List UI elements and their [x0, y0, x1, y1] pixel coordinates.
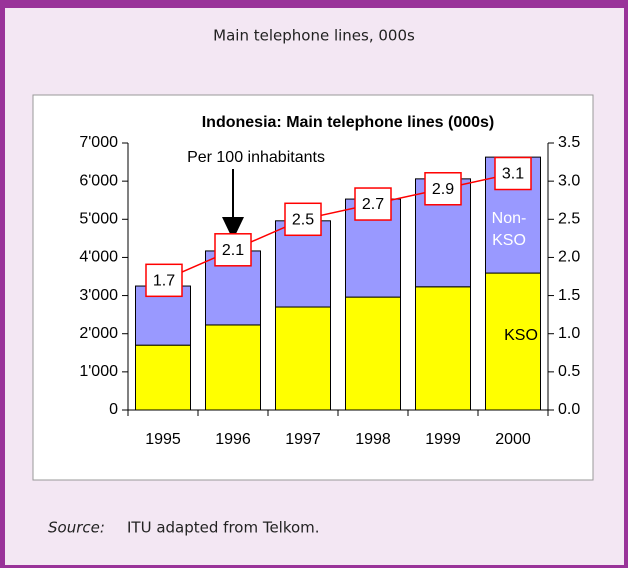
chart-title: Indonesia: Main telephone lines (000s) — [202, 114, 495, 131]
x-tick-label: 2000 — [495, 431, 531, 448]
y2-tick-label: 1.0 — [558, 325, 580, 342]
x-tick-label: 1995 — [145, 431, 181, 448]
data-label-box — [214, 233, 252, 267]
data-label-box — [424, 172, 462, 206]
data-label: 3.1 — [502, 166, 524, 183]
bar — [345, 296, 401, 411]
x-tick-label: 1998 — [355, 431, 391, 448]
line-annotation: Per 100 inhabitants — [187, 149, 325, 166]
y2-tick-label: 0.5 — [558, 363, 580, 380]
series-label: Non-KSO — [491, 210, 527, 249]
y2-tick-label: 2.5 — [558, 211, 580, 228]
y2-tick-label: 3.0 — [558, 172, 580, 189]
data-label-box — [145, 263, 183, 298]
y2-tick-label: 0.0 — [558, 401, 580, 418]
y-tick-label: 7'000 — [79, 134, 118, 151]
y2-tick-label: 3.5 — [558, 134, 580, 151]
data-label: 2.7 — [362, 196, 384, 213]
data-label-box — [354, 187, 392, 221]
x-tick-label: 1996 — [215, 431, 251, 448]
bar — [415, 286, 471, 411]
y-tick-label: 6'000 — [79, 172, 118, 189]
arrow-head — [222, 217, 244, 240]
bar — [205, 324, 261, 411]
bar — [135, 344, 191, 411]
data-label: 2.1 — [222, 242, 244, 259]
y-tick-label: 0 — [109, 401, 118, 418]
series-label: KSO — [504, 327, 538, 344]
y-tick-label: 3'000 — [79, 287, 118, 304]
data-label-box — [494, 156, 532, 191]
x-tick-label: 1999 — [425, 431, 461, 448]
y-tick-label: 2'000 — [79, 325, 118, 342]
x-tick-label: 1997 — [285, 431, 321, 448]
bar — [275, 306, 331, 411]
source-label: Source: — [48, 519, 105, 537]
y-tick-label: 4'000 — [79, 249, 118, 266]
y-tick-label: 5'000 — [79, 211, 118, 228]
data-label: 2.5 — [292, 212, 314, 229]
data-label: 1.7 — [153, 273, 175, 290]
source-text: ITU adapted from Telkom. — [127, 519, 320, 537]
data-label-box — [284, 202, 322, 237]
y-tick-label: 1'000 — [79, 363, 118, 380]
header-title: Main telephone lines, 000s — [213, 27, 415, 45]
y2-tick-label: 1.5 — [558, 287, 580, 304]
y2-tick-label: 2.0 — [558, 249, 580, 266]
data-label: 2.9 — [432, 181, 454, 198]
